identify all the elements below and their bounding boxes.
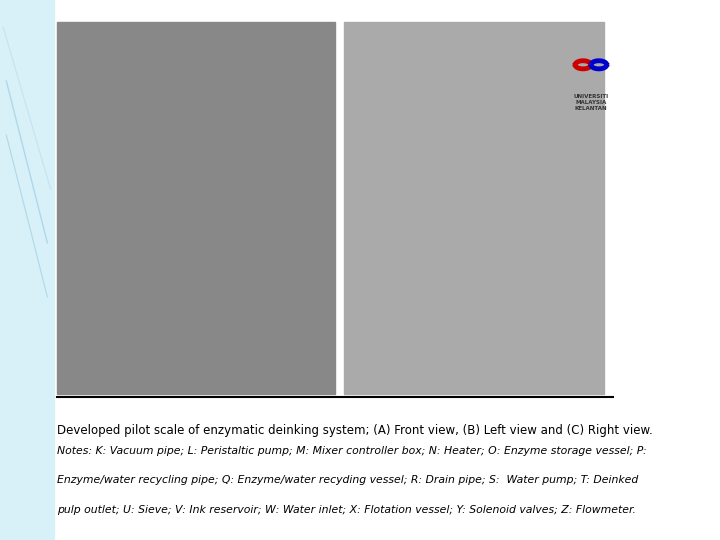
Text: pulp outlet; U: Sieve; V: Ink reservoir; W: Water inlet; X: Flotation vessel; Y:: pulp outlet; U: Sieve; V: Ink reservoir;… (57, 505, 636, 515)
Text: Notes: K: Vacuum pipe; L: Peristaltic pump; M: Mixer controller box; N: Heater; : Notes: K: Vacuum pipe; L: Peristaltic pu… (57, 446, 647, 456)
Bar (57, 22, 335, 394)
Text: Enzyme/water recycling pipe; Q: Enzyme/water recyding vessel; R: Drain pipe; S: : Enzyme/water recycling pipe; Q: Enzyme/w… (57, 475, 638, 485)
Text: Developed pilot scale of enzymatic deinking system; (A) Front view, (B) Left vie: Developed pilot scale of enzymatic deink… (57, 424, 652, 437)
Bar (344, 22, 603, 394)
Text: UNIVERSITI
MALAYSIA
KELANTAN: UNIVERSITI MALAYSIA KELANTAN (573, 94, 608, 111)
Bar (0, 0, 54, 540)
